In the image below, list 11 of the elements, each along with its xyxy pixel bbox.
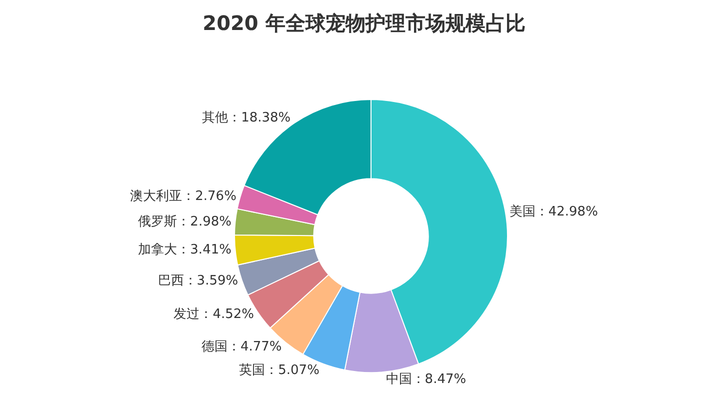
slice-label: 德国：4.77% [201, 339, 282, 354]
slice-label: 加拿大：3.41% [138, 242, 232, 258]
slice-label: 俄罗斯：2.98% [138, 214, 232, 230]
slice-label: 巴西：3.59% [158, 274, 238, 289]
chart-title: 2020 年全球宠物护理市场规模占比 [202, 11, 526, 35]
slice-label: 发过：4.52% [174, 307, 254, 322]
slice-label: 美国：42.98% [509, 204, 598, 220]
slice-label: 英国：5.07% [239, 362, 320, 378]
slice-label: 其他：18.38% [202, 110, 291, 126]
slice-label: 澳大利亚：2.76% [130, 188, 236, 204]
slice-label: 中国：8.47% [386, 372, 466, 388]
